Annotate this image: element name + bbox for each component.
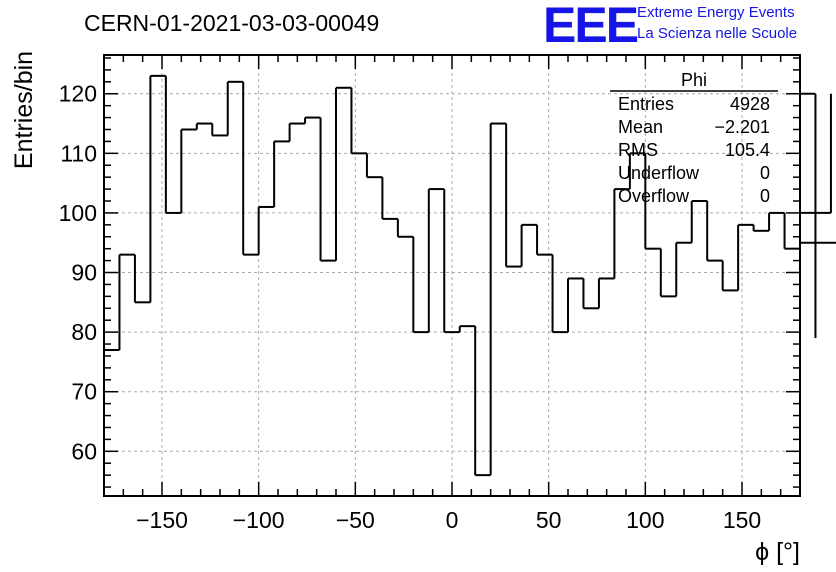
- stats-label: Mean: [618, 117, 663, 137]
- logo-line-1: Extreme Energy Events: [637, 4, 795, 21]
- y-tick-label: 90: [71, 260, 97, 286]
- x-tick-label: 50: [536, 507, 562, 533]
- y-tick-label: 80: [71, 319, 97, 345]
- stats-value: −2.201: [714, 117, 770, 137]
- y-axis-label: Entries/bin: [10, 51, 38, 169]
- x-tick-label: 0: [446, 507, 459, 533]
- y-tick-label: 60: [71, 438, 97, 464]
- stats-value: 0: [760, 163, 770, 183]
- chart-title: CERN-01-2021-03-03-00049: [84, 10, 380, 36]
- eee-logo: EEE: [543, 0, 639, 53]
- stats-label: RMS: [618, 140, 658, 160]
- stats-label: Entries: [618, 94, 674, 114]
- logo-line-2: La Scienza nelle Scuole: [637, 25, 798, 42]
- x-tick-label: −50: [336, 507, 375, 533]
- y-tick-label: 110: [60, 140, 97, 166]
- x-tick-label: 100: [626, 507, 664, 533]
- y-tick-label: 120: [59, 81, 97, 107]
- y-tick-label: 100: [59, 200, 97, 226]
- x-tick-label: −150: [136, 507, 188, 533]
- stats-label: Overflow: [618, 186, 690, 206]
- x-tick-label: 150: [723, 507, 761, 533]
- x-axis-label: ϕ [°]: [755, 538, 800, 566]
- stats-title: Phi: [681, 70, 707, 90]
- x-tick-label: −100: [233, 507, 285, 533]
- stats-value: 4928: [730, 94, 770, 114]
- stats-value: 0: [760, 186, 770, 206]
- y-tick-label: 70: [71, 379, 97, 405]
- stats-value: 105.4: [725, 140, 770, 160]
- stats-label: Underflow: [618, 163, 700, 183]
